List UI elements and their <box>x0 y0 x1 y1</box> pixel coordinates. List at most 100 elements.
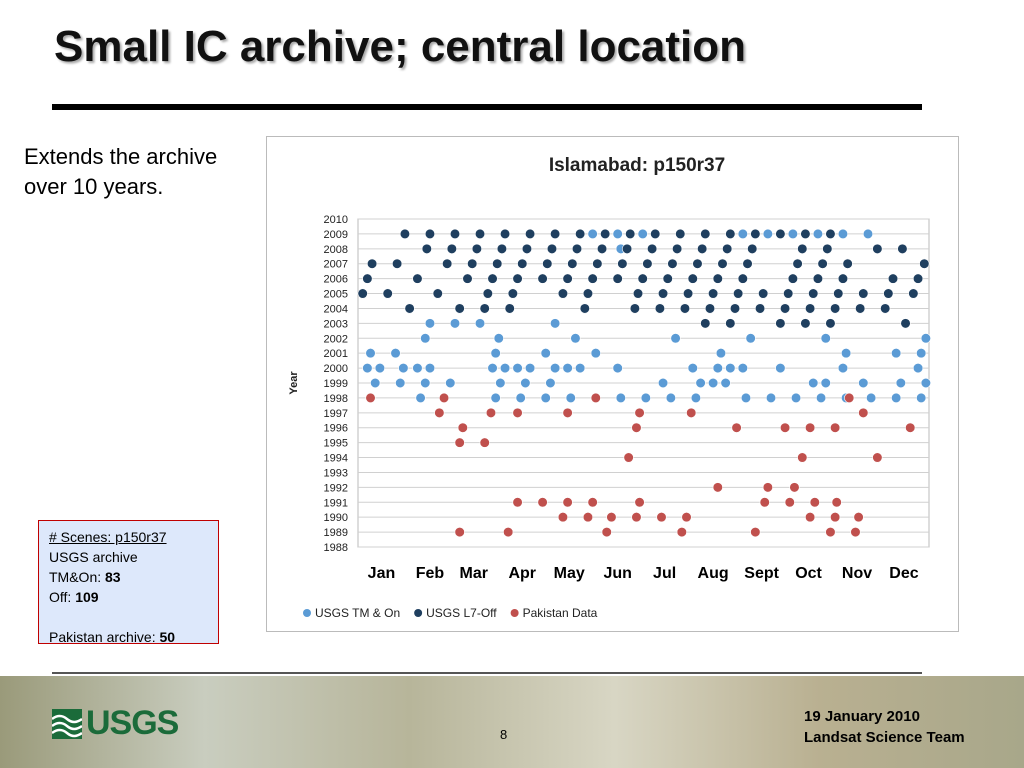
point <box>557 288 569 299</box>
info-label: Off: <box>49 589 72 605</box>
point <box>916 392 927 404</box>
point <box>454 526 465 538</box>
point <box>797 452 808 463</box>
point <box>866 392 877 404</box>
point <box>482 288 493 299</box>
point <box>615 392 626 404</box>
point <box>485 407 497 418</box>
point <box>631 512 642 523</box>
point <box>916 348 927 359</box>
point <box>737 362 748 374</box>
info-value: 83 <box>105 569 121 585</box>
point <box>880 303 891 314</box>
point <box>872 452 883 463</box>
point <box>742 258 753 269</box>
point <box>789 482 800 493</box>
point <box>686 407 697 418</box>
point <box>517 258 528 269</box>
point <box>737 228 748 240</box>
y-tick-label: 2001 <box>324 348 348 360</box>
point <box>779 422 791 433</box>
point <box>562 362 573 374</box>
point <box>412 273 423 284</box>
point <box>590 348 601 359</box>
point <box>499 362 511 374</box>
point <box>712 482 723 493</box>
point <box>462 273 473 284</box>
point <box>858 407 869 418</box>
point <box>424 318 436 329</box>
point <box>617 258 628 269</box>
info-value: 50 <box>159 629 176 645</box>
point <box>362 362 373 374</box>
point <box>499 228 511 240</box>
point <box>512 407 523 418</box>
x-tick-label: Nov <box>842 565 872 582</box>
point <box>490 392 501 404</box>
point <box>654 303 666 314</box>
point <box>715 348 727 359</box>
footer-image <box>0 676 1024 768</box>
x-tick-label: Apr <box>508 565 536 582</box>
point <box>747 243 758 254</box>
point <box>575 362 586 374</box>
point <box>449 318 461 329</box>
point <box>370 377 381 389</box>
point <box>665 392 676 404</box>
point <box>708 288 719 299</box>
point <box>656 512 667 523</box>
point <box>438 392 450 404</box>
point <box>817 258 828 269</box>
point <box>900 318 911 329</box>
point <box>745 333 756 344</box>
point <box>631 422 642 433</box>
point <box>398 362 409 374</box>
point <box>672 243 683 254</box>
point <box>805 422 816 433</box>
point <box>647 243 658 254</box>
point <box>424 228 436 240</box>
logo-mark <box>52 709 82 739</box>
point <box>759 497 770 508</box>
legend-marker <box>303 609 311 617</box>
point <box>704 303 716 314</box>
point <box>720 377 731 389</box>
point <box>822 243 833 254</box>
point <box>725 318 736 329</box>
point <box>442 258 453 269</box>
point <box>837 273 849 284</box>
point <box>891 348 902 359</box>
point <box>524 228 536 240</box>
y-tick-label: 2009 <box>324 229 348 241</box>
y-tick-label: 2000 <box>324 363 348 375</box>
point <box>708 377 719 389</box>
point <box>474 318 486 329</box>
y-tick-label: 1992 <box>324 482 348 494</box>
point <box>634 407 645 418</box>
point <box>562 407 573 418</box>
footer-team: Landsat Science Team <box>804 729 965 746</box>
point <box>457 422 468 433</box>
point <box>905 422 916 433</box>
point <box>415 392 426 404</box>
point <box>830 303 841 314</box>
point <box>697 243 708 254</box>
point <box>765 392 777 404</box>
y-tick-label: 2002 <box>324 333 348 345</box>
point <box>784 497 795 508</box>
point <box>503 526 514 538</box>
point <box>837 362 849 374</box>
point <box>787 273 798 284</box>
intro-text: Extends the archive over 10 years. <box>24 144 218 199</box>
point <box>567 258 578 269</box>
y-tick-label: 1997 <box>324 408 348 420</box>
point <box>919 258 930 269</box>
point <box>895 377 906 389</box>
point <box>446 243 457 254</box>
point <box>679 303 691 314</box>
point <box>512 362 523 374</box>
point <box>582 288 594 299</box>
point <box>496 243 508 254</box>
point <box>537 497 548 508</box>
